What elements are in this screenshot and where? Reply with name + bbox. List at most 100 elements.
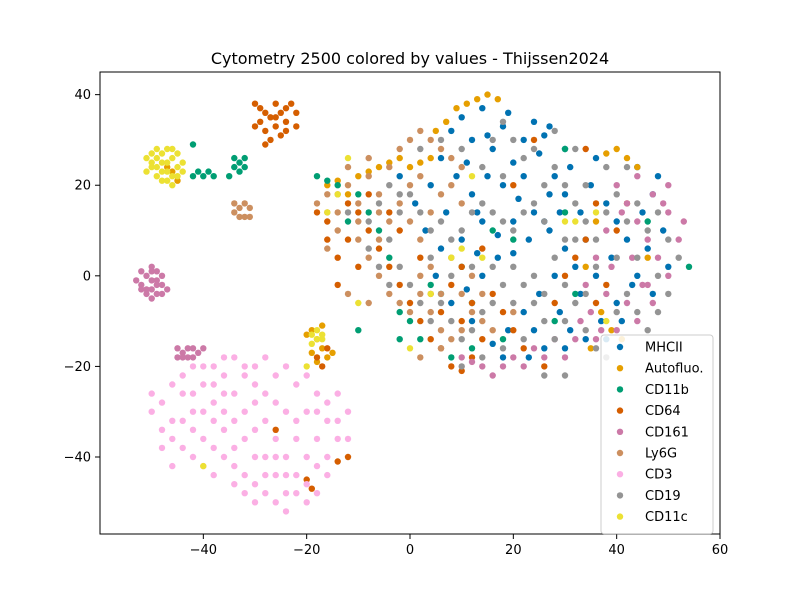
data-point: [489, 340, 496, 347]
data-point: [654, 209, 662, 216]
data-point: [334, 435, 341, 443]
data-point: [505, 109, 512, 117]
data-point: [334, 458, 341, 465]
data-point: [365, 168, 372, 175]
data-point: [148, 268, 155, 275]
data-point: [489, 209, 496, 216]
data-point: [396, 209, 403, 216]
data-point: [241, 200, 248, 207]
data-point: [288, 100, 295, 107]
data-point: [184, 345, 191, 352]
data-point: [572, 254, 579, 261]
data-point: [262, 390, 269, 397]
x-axis: −40 −20 0 20 40 60: [190, 534, 729, 558]
data-point: [267, 114, 274, 121]
data-point: [153, 268, 160, 275]
data-point: [448, 182, 455, 189]
data-point: [499, 173, 507, 180]
data-point: [489, 290, 496, 298]
data-point: [386, 182, 393, 189]
data-point: [189, 426, 197, 433]
data-point: [220, 372, 228, 379]
data-point: [551, 317, 558, 325]
data-point: [148, 295, 155, 302]
data-point: [608, 327, 615, 334]
data-point: [272, 453, 279, 461]
data-point: [158, 426, 166, 433]
data-point: [158, 281, 166, 289]
data-point: [277, 132, 284, 139]
legend-marker: [616, 365, 624, 372]
data-point: [396, 227, 403, 234]
legend-label: CD3: [645, 468, 672, 483]
series-cd19: [344, 118, 682, 379]
data-point: [453, 173, 460, 180]
data-point: [241, 435, 248, 443]
data-point: [520, 154, 527, 162]
data-point: [251, 123, 259, 130]
data-point: [474, 96, 481, 103]
data-point: [623, 200, 631, 207]
data-point: [355, 299, 362, 307]
data-point: [432, 272, 439, 279]
data-point: [406, 191, 414, 198]
data-point: [634, 308, 641, 316]
data-point: [303, 499, 310, 506]
x-tick-label: 60: [712, 543, 729, 558]
data-point: [246, 204, 253, 212]
data-point: [324, 209, 331, 216]
data-point: [313, 462, 321, 470]
data-point: [448, 254, 455, 261]
data-point: [324, 417, 331, 424]
data-point: [479, 336, 486, 343]
data-point: [458, 263, 465, 270]
data-point: [561, 245, 569, 252]
data-point: [592, 336, 600, 343]
data-point: [499, 354, 507, 361]
data-point: [143, 168, 150, 175]
data-point: [587, 308, 594, 316]
data-point: [251, 453, 259, 461]
data-point: [510, 250, 517, 257]
data-point: [417, 254, 424, 261]
data-point: [634, 254, 641, 261]
data-point: [396, 281, 403, 289]
data-point: [582, 281, 589, 289]
data-point: [546, 227, 553, 234]
data-point: [293, 381, 300, 388]
data-point: [561, 281, 569, 289]
data-point: [484, 173, 491, 180]
data-point: [567, 163, 574, 171]
data-point: [189, 363, 197, 370]
data-point: [200, 173, 207, 180]
data-point: [541, 345, 548, 352]
data-point: [324, 236, 331, 243]
data-point: [520, 173, 527, 180]
data-point: [313, 358, 321, 366]
data-point: [153, 277, 160, 284]
data-point: [179, 354, 186, 361]
data-point: [649, 290, 656, 298]
data-point: [634, 163, 641, 171]
data-point: [267, 136, 274, 144]
data-point: [572, 145, 579, 153]
data-point: [520, 136, 527, 144]
data-point: [649, 299, 656, 307]
data-point: [556, 308, 563, 316]
data-point: [148, 286, 155, 293]
data-point: [164, 159, 171, 166]
data-point: [386, 159, 393, 166]
data-point: [489, 227, 496, 234]
data-point: [427, 308, 434, 316]
data-point: [189, 390, 197, 397]
data-point: [417, 236, 424, 243]
data-point: [148, 163, 155, 171]
data-point: [479, 272, 486, 279]
data-point: [344, 209, 352, 216]
data-point: [169, 381, 176, 388]
legend-marker: [616, 386, 624, 393]
data-point: [179, 417, 186, 424]
data-point: [406, 218, 414, 225]
data-point: [148, 390, 155, 397]
